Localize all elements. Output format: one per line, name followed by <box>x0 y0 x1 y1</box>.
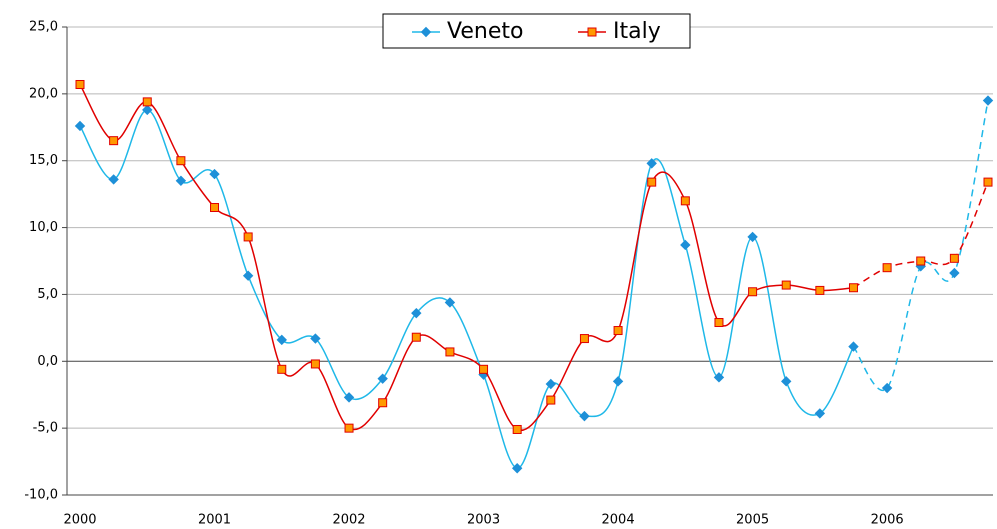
marker <box>378 398 388 408</box>
marker <box>411 332 421 342</box>
marker <box>949 267 960 279</box>
y-tick-label: 0,0 <box>37 354 58 369</box>
marker <box>479 364 489 374</box>
marker <box>142 104 153 116</box>
marker <box>587 27 597 37</box>
marker <box>680 196 690 206</box>
marker <box>781 376 792 387</box>
marker <box>579 334 589 344</box>
marker <box>646 158 657 169</box>
marker <box>310 333 321 344</box>
marker <box>815 285 825 295</box>
marker <box>714 318 724 328</box>
y-tick-label: -10,0 <box>24 488 58 503</box>
marker <box>781 280 791 290</box>
x-tick-label: 2002 <box>332 513 365 528</box>
marker <box>445 347 455 357</box>
x-tick-label: 2001 <box>198 513 231 528</box>
legend-label: Italy <box>613 19 661 44</box>
marker <box>647 177 657 187</box>
marker <box>848 341 859 352</box>
marker <box>74 120 86 132</box>
marker <box>546 395 556 405</box>
marker <box>748 287 758 297</box>
marker <box>680 239 691 251</box>
marker <box>747 231 758 243</box>
marker <box>444 297 456 308</box>
x-tick-label: 2006 <box>871 513 904 528</box>
x-tick-label: 2000 <box>63 513 96 528</box>
marker <box>814 408 826 419</box>
x-tick-label: 2004 <box>602 513 635 528</box>
legend-label: Veneto <box>447 19 523 44</box>
marker <box>512 424 522 434</box>
marker <box>242 270 254 281</box>
marker <box>209 168 220 180</box>
series-line <box>79 84 854 432</box>
y-tick-label: 25,0 <box>29 20 58 35</box>
marker <box>343 392 355 403</box>
marker <box>983 177 993 187</box>
y-tick-label: 10,0 <box>29 220 58 235</box>
marker <box>108 174 119 185</box>
series-line <box>852 100 989 392</box>
marker <box>949 253 959 263</box>
marker <box>176 156 186 166</box>
marker <box>511 463 523 474</box>
marker <box>344 423 354 433</box>
marker <box>613 326 623 336</box>
y-tick-label: -5,0 <box>33 421 58 436</box>
marker <box>109 136 119 146</box>
marker <box>277 364 287 374</box>
legend-box <box>382 13 691 49</box>
x-tick-label: 2003 <box>467 513 500 528</box>
marker <box>713 372 725 383</box>
marker <box>545 378 557 390</box>
marker <box>175 175 187 186</box>
marker <box>881 382 893 394</box>
marker <box>420 26 432 38</box>
y-tick-label: 15,0 <box>29 153 58 168</box>
y-tick-label: 5,0 <box>37 287 58 302</box>
marker <box>882 263 892 273</box>
marker <box>612 376 624 387</box>
y-tick-label: 20,0 <box>29 86 58 101</box>
marker <box>848 283 858 293</box>
marker <box>982 95 994 106</box>
marker <box>310 359 320 369</box>
marker <box>377 373 388 384</box>
marker <box>142 97 152 107</box>
series-line <box>79 109 855 470</box>
x-tick-label: 2005 <box>736 513 769 528</box>
marker <box>276 334 287 346</box>
marker <box>75 79 85 89</box>
marker <box>916 256 926 266</box>
series-line <box>853 181 989 289</box>
marker <box>243 232 253 242</box>
marker <box>411 307 422 319</box>
marker <box>579 410 590 422</box>
marker <box>210 203 220 213</box>
